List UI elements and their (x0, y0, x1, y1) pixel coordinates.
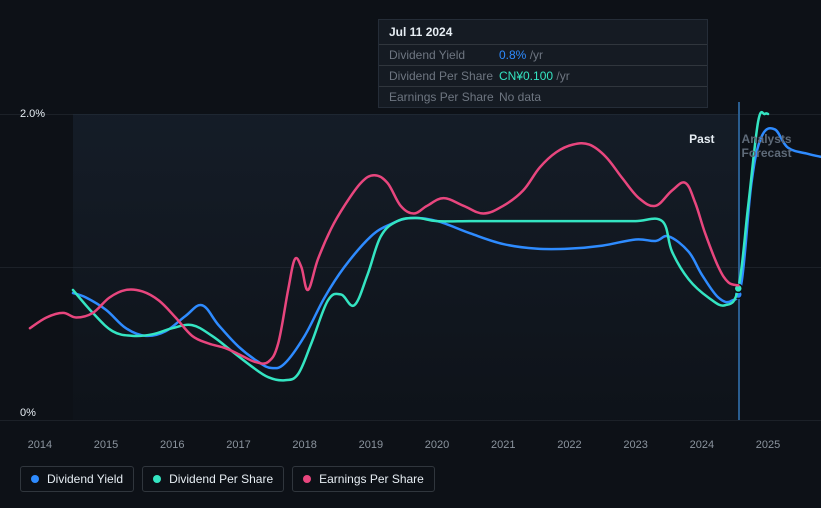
tooltip-value: CN¥0.100 (499, 69, 556, 83)
x-axis-tick: 2019 (359, 439, 383, 451)
x-axis-tick: 2018 (292, 439, 316, 451)
x-axis-tick: 2016 (160, 439, 184, 451)
legend-label: Dividend Per Share (169, 472, 273, 486)
tooltip-date: Jul 11 2024 (379, 20, 707, 45)
x-axis-tick: 2015 (94, 439, 118, 451)
legend-label: Dividend Yield (47, 472, 123, 486)
legend-item-dividend_per_share[interactable]: Dividend Per Share (142, 466, 284, 492)
tooltip-label: Earnings Per Share (389, 90, 499, 104)
tooltip-label: Dividend Per Share (389, 69, 499, 83)
series-dividend_yield (73, 128, 821, 368)
chart-legend: Dividend Yield Dividend Per Share Earnings… (20, 466, 435, 492)
x-axis-tick: 2022 (557, 439, 581, 451)
chart-tooltip: Jul 11 2024 Dividend Yield0.8% /yrDivide… (378, 19, 708, 108)
x-axis-tick: 2021 (491, 439, 515, 451)
x-axis-tick: 2023 (623, 439, 647, 451)
period-label-past: Past (689, 132, 714, 146)
tooltip-label: Dividend Yield (389, 48, 499, 62)
legend-label: Earnings Per Share (319, 472, 424, 486)
tooltip-row: Dividend Per ShareCN¥0.100 /yr (379, 66, 707, 87)
tooltip-unit: /yr (530, 48, 543, 62)
tooltip-value: 0.8% (499, 48, 530, 62)
period-label-forecast: Analysts Forecast (742, 132, 795, 160)
tooltip-value: No data (499, 90, 541, 104)
x-axis-tick: 2020 (425, 439, 449, 451)
tooltip-row: Earnings Per ShareNo data (379, 87, 707, 107)
x-axis-tick: 2025 (756, 439, 780, 451)
tooltip-row: Dividend Yield0.8% /yr (379, 45, 707, 66)
x-axis-tick: 2014 (28, 439, 52, 451)
legend-item-earnings_per_share[interactable]: Earnings Per Share (292, 466, 435, 492)
legend-dot-icon (31, 475, 39, 483)
legend-dot-icon (303, 475, 311, 483)
series-earnings_per_share (30, 143, 738, 363)
series-dividend_per_share (73, 112, 768, 380)
legend-dot-icon (153, 475, 161, 483)
tooltip-unit: /yr (556, 69, 569, 83)
legend-item-dividend_yield[interactable]: Dividend Yield (20, 466, 134, 492)
x-axis-tick: 2017 (226, 439, 250, 451)
x-axis-tick: 2024 (690, 439, 714, 451)
